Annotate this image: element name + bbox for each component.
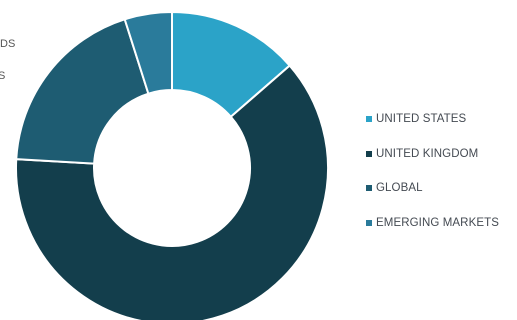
legend-item-united-states: UNITED STATES bbox=[366, 102, 499, 137]
legend-label: UNITED STATES bbox=[376, 113, 467, 126]
donut-slice-global bbox=[15, 18, 150, 165]
donut-slice-emerging-markets bbox=[123, 10, 173, 95]
legend-item-united-kingdom: UNITED KINGDOM bbox=[366, 137, 499, 172]
legend-label: UNITED KINGDOM bbox=[376, 147, 479, 160]
legend-label: GLOBAL bbox=[376, 182, 423, 195]
legend-item-emerging-markets: EMERGING MARKETS bbox=[366, 206, 499, 241]
legend-swatch bbox=[366, 150, 372, 157]
clipped-label-2: S bbox=[0, 70, 6, 82]
chart-legend: UNITED STATES UNITED KINGDOM GLOBAL EMERGIN… bbox=[366, 102, 499, 240]
legend-swatch bbox=[366, 185, 372, 192]
legend-item-global: GLOBAL bbox=[366, 171, 499, 206]
clipped-label-1: DS bbox=[0, 38, 16, 50]
donut-slice-united-kingdom bbox=[15, 64, 329, 320]
legend-swatch bbox=[366, 116, 372, 123]
legend-label: EMERGING MARKETS bbox=[376, 216, 500, 229]
legend-swatch bbox=[366, 219, 372, 226]
